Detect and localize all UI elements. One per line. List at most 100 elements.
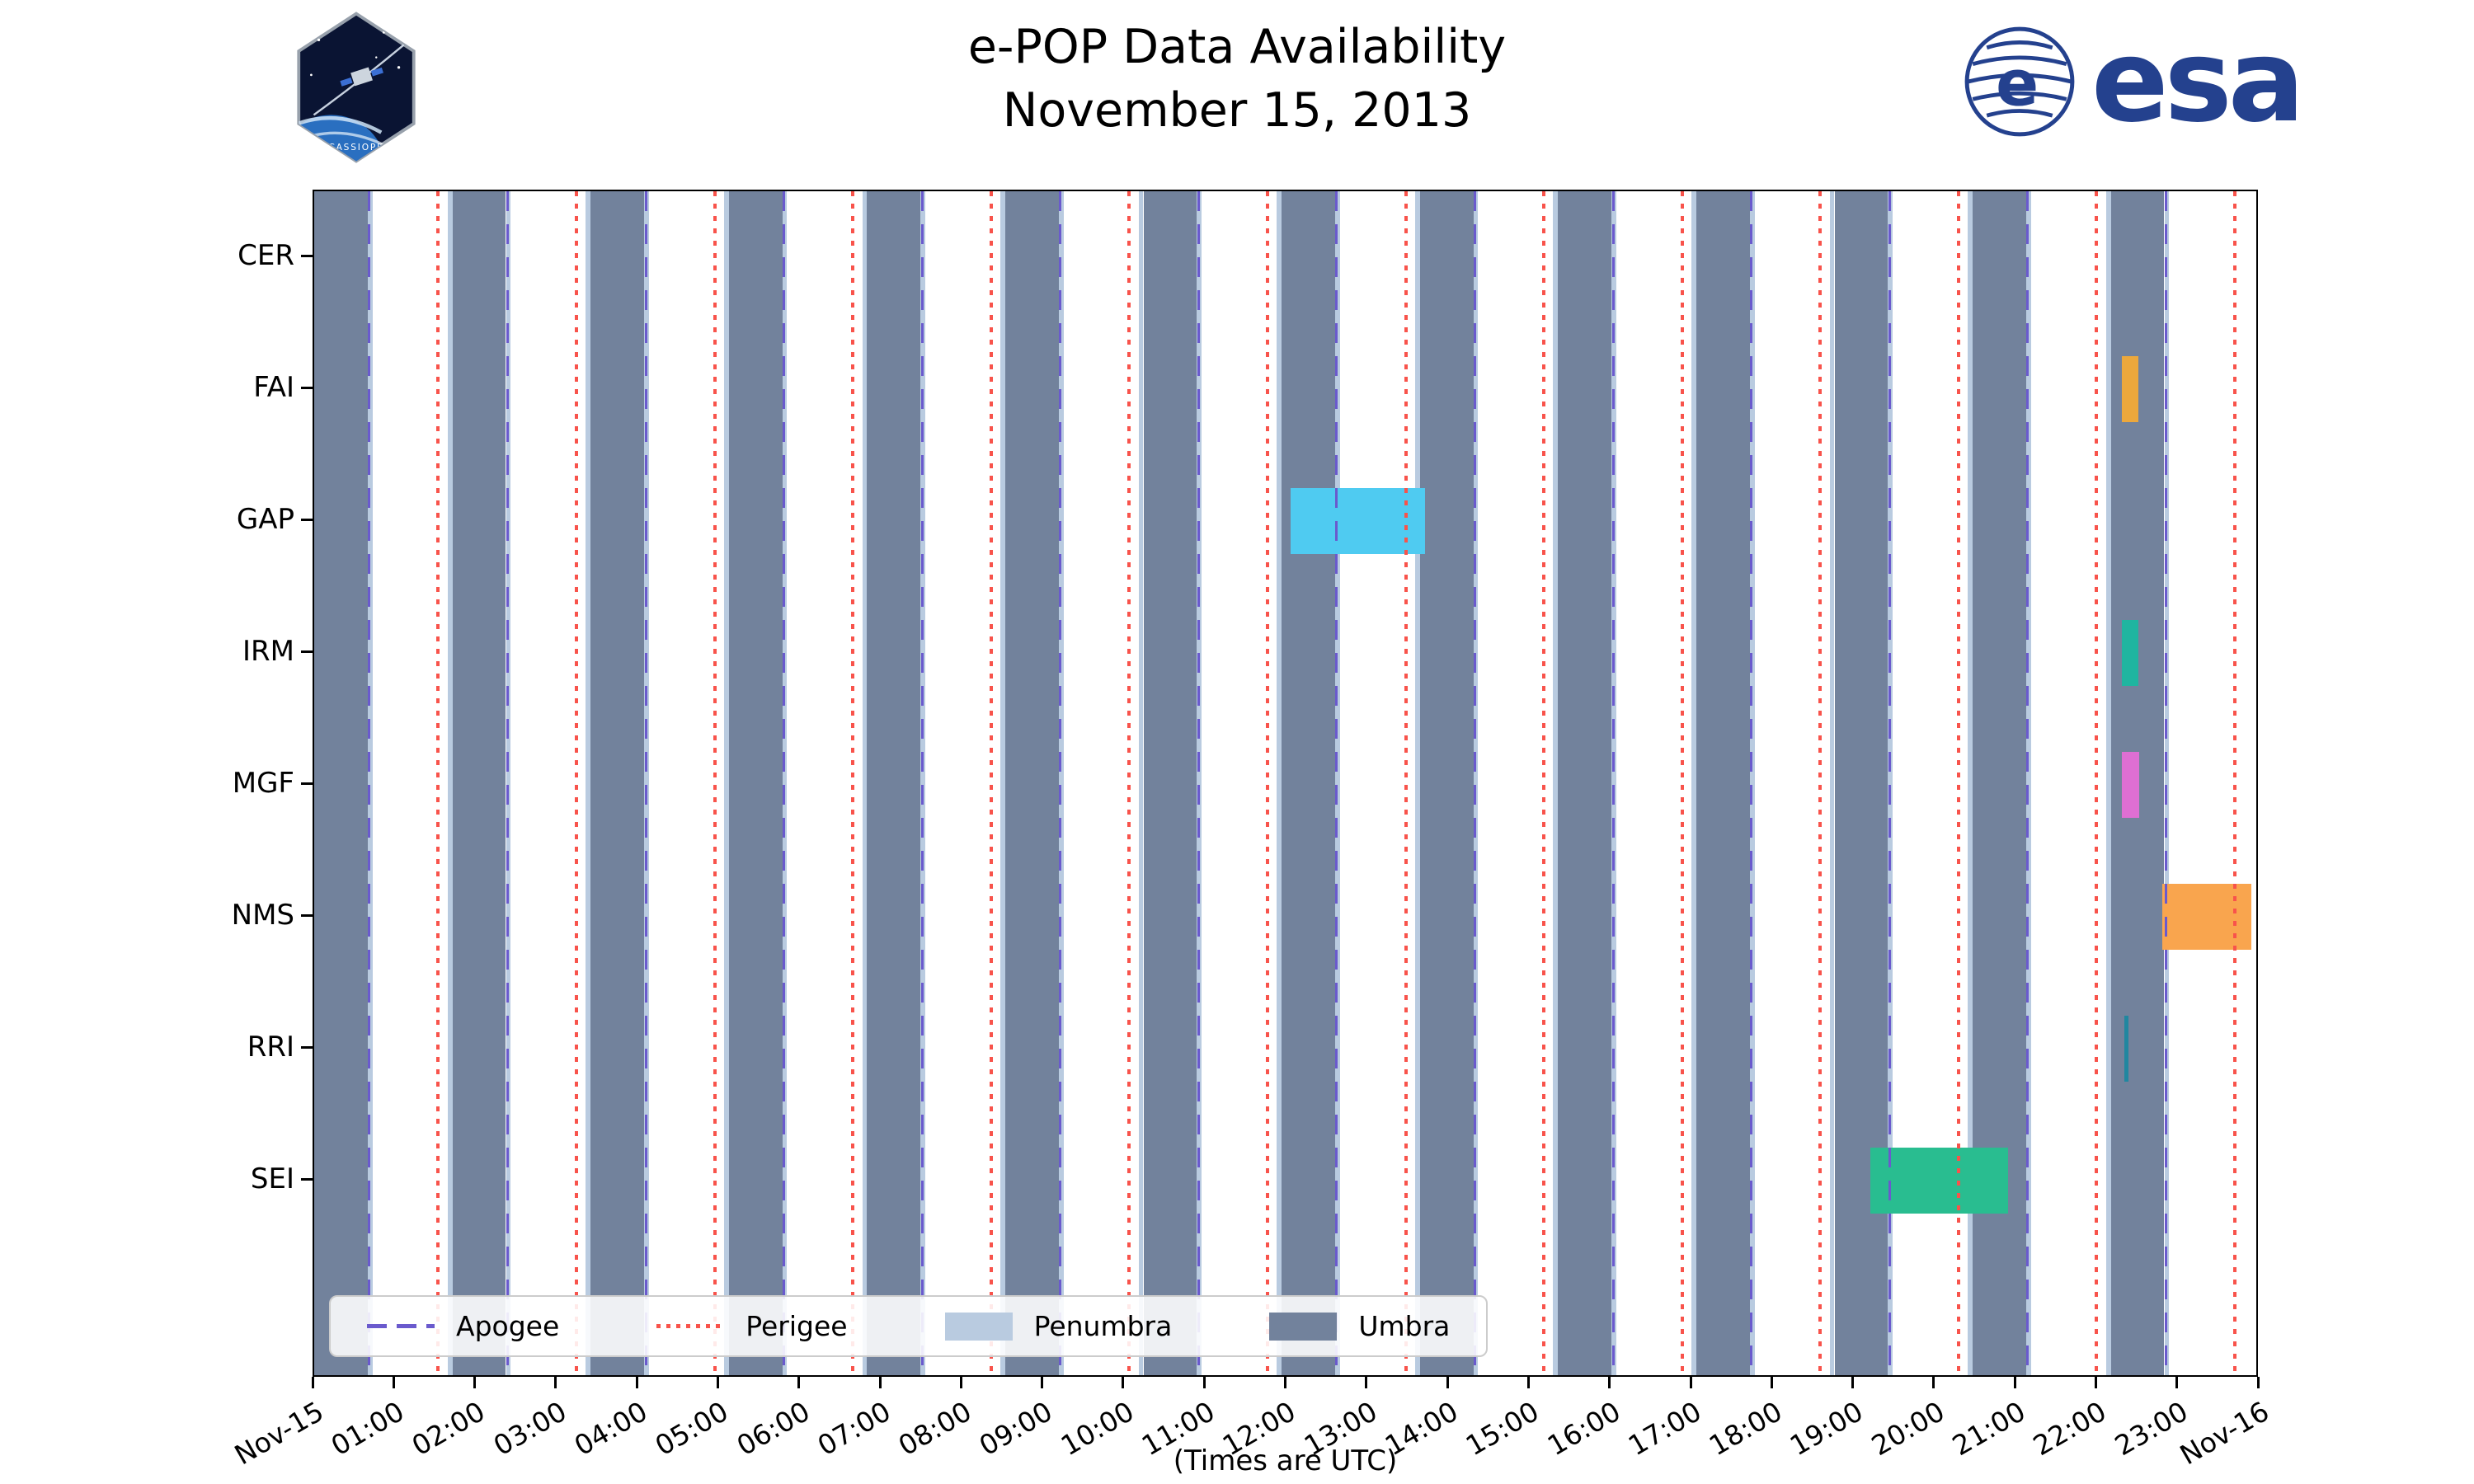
perigee-line bbox=[851, 191, 855, 1375]
x-tick-mark bbox=[1365, 1377, 1368, 1388]
x-tick-mark bbox=[2013, 1377, 2016, 1388]
legend-label: Perigee bbox=[745, 1310, 848, 1342]
penumbra-band bbox=[1000, 191, 1005, 1375]
legend-sample-dotted-line bbox=[656, 1324, 725, 1328]
perigee-line bbox=[1542, 191, 1546, 1375]
y-tick-mark bbox=[301, 518, 313, 521]
legend-item-perigee: Perigee bbox=[656, 1310, 848, 1342]
legend-item-umbra: Umbra bbox=[1269, 1310, 1450, 1342]
x-tick-mark bbox=[635, 1377, 638, 1388]
legend-label: Umbra bbox=[1358, 1310, 1451, 1342]
x-tick-mark bbox=[1041, 1377, 1044, 1388]
apogee-line bbox=[644, 191, 647, 1375]
legend-sample-patch bbox=[1269, 1312, 1338, 1341]
perigee-line bbox=[989, 191, 993, 1375]
x-tick-mark bbox=[1202, 1377, 1206, 1388]
data-bar-gap bbox=[1291, 488, 1425, 554]
penumbra-band bbox=[1553, 191, 1559, 1375]
apogee-line bbox=[1611, 191, 1615, 1375]
x-tick-mark bbox=[1851, 1377, 1854, 1388]
perigee-line bbox=[2095, 191, 2099, 1375]
x-tick-mark bbox=[2094, 1377, 2097, 1388]
perigee-line bbox=[1127, 191, 1131, 1375]
x-tick-mark bbox=[473, 1377, 477, 1388]
x-tick-mark bbox=[878, 1377, 882, 1388]
legend: Apogee Perigee Penumbra Umbra bbox=[329, 1295, 1489, 1357]
apogee-line bbox=[1197, 191, 1200, 1375]
penumbra-band bbox=[1968, 191, 1973, 1375]
y-tick-label-rri: RRI bbox=[247, 1031, 294, 1064]
umbra-band bbox=[728, 191, 783, 1375]
data-bar-rri bbox=[2124, 1016, 2128, 1082]
patch-title-text: CASSIOPE bbox=[328, 142, 383, 153]
data-bar-fai bbox=[2121, 356, 2138, 422]
perigee-line bbox=[1818, 191, 1823, 1375]
umbra-band bbox=[452, 191, 506, 1375]
x-axis-label: (Times are UTC) bbox=[1173, 1444, 1398, 1477]
x-tick-mark bbox=[1122, 1377, 1125, 1388]
umbra-band bbox=[1004, 191, 1059, 1375]
y-tick-label-irm: IRM bbox=[242, 635, 294, 668]
event-lines-layer bbox=[314, 191, 2256, 1375]
umbra-band bbox=[1696, 191, 1750, 1375]
perigee-line bbox=[436, 191, 440, 1375]
y-tick-mark bbox=[301, 1177, 313, 1181]
y-tick-mark bbox=[301, 650, 313, 653]
penumbra-band bbox=[447, 191, 453, 1375]
data-bar-irm bbox=[2121, 620, 2138, 686]
perigee-line bbox=[713, 191, 717, 1375]
apogee-line bbox=[2026, 191, 2030, 1375]
data-bar-mgf bbox=[2121, 752, 2140, 818]
x-tick-mark bbox=[1689, 1377, 1692, 1388]
x-tick-mark bbox=[1446, 1377, 1449, 1388]
perigee-line bbox=[1956, 191, 1960, 1375]
x-tick-mark bbox=[797, 1377, 801, 1388]
penumbra-band bbox=[1691, 191, 1696, 1375]
x-tick-mark bbox=[1770, 1377, 1773, 1388]
y-tick-label-mgf: MGF bbox=[232, 767, 294, 800]
cassiope-mission-patch: CASSIOPE bbox=[294, 10, 419, 168]
patch-satellite bbox=[340, 67, 383, 87]
legend-sample-patch bbox=[944, 1312, 1013, 1341]
umbra-band bbox=[314, 191, 368, 1375]
perigee-line bbox=[2233, 191, 2236, 1375]
y-tick-label-fai: FAI bbox=[253, 371, 294, 404]
apogee-line bbox=[368, 191, 371, 1375]
y-tick-mark bbox=[301, 782, 313, 785]
chart-title: e-POP Data Availability bbox=[967, 20, 1507, 74]
y-tick-mark bbox=[301, 913, 313, 917]
x-tick-mark bbox=[1526, 1377, 1530, 1388]
apogee-line bbox=[1750, 191, 1753, 1375]
chart-title-block: e-POP Data Availability November 15, 201… bbox=[0, 18, 2474, 141]
umbra-band bbox=[1558, 191, 1612, 1375]
perigee-line bbox=[1265, 191, 1269, 1375]
y-tick-mark bbox=[301, 1045, 313, 1049]
apogee-line bbox=[1888, 191, 1891, 1375]
x-tick-mark bbox=[1932, 1377, 1935, 1388]
data-bars-layer bbox=[314, 191, 2256, 1375]
perigee-line bbox=[1404, 191, 1408, 1375]
x-tick-mark bbox=[959, 1377, 962, 1388]
penumbra-band bbox=[586, 191, 591, 1375]
umbra-band bbox=[1282, 191, 1335, 1375]
x-tick-mark bbox=[1608, 1377, 1611, 1388]
apogee-line bbox=[1335, 191, 1338, 1375]
legend-item-penumbra: Penumbra bbox=[944, 1310, 1173, 1342]
x-tick-mark bbox=[554, 1377, 557, 1388]
apogee-line bbox=[2165, 191, 2167, 1375]
x-tick-mark bbox=[311, 1377, 314, 1388]
legend-label: Penumbra bbox=[1033, 1310, 1173, 1342]
esa-logo: e esa bbox=[1961, 23, 2305, 140]
data-bar-sei bbox=[1870, 1148, 2009, 1214]
chart-subtitle: November 15, 2013 bbox=[1002, 83, 1472, 139]
legend-item-apogee: Apogee bbox=[367, 1310, 559, 1342]
y-tick-label-nms: NMS bbox=[231, 899, 294, 932]
umbra-band bbox=[590, 191, 645, 1375]
plot-area: Apogee Perigee Penumbra Umbra bbox=[313, 190, 2258, 1377]
y-tick-label-cer: CER bbox=[238, 239, 294, 272]
esa-emblem-e: e bbox=[1996, 47, 2039, 120]
apogee-line bbox=[1474, 191, 1476, 1375]
penumbra-band bbox=[1414, 191, 1420, 1375]
x-tick-mark bbox=[1284, 1377, 1286, 1388]
